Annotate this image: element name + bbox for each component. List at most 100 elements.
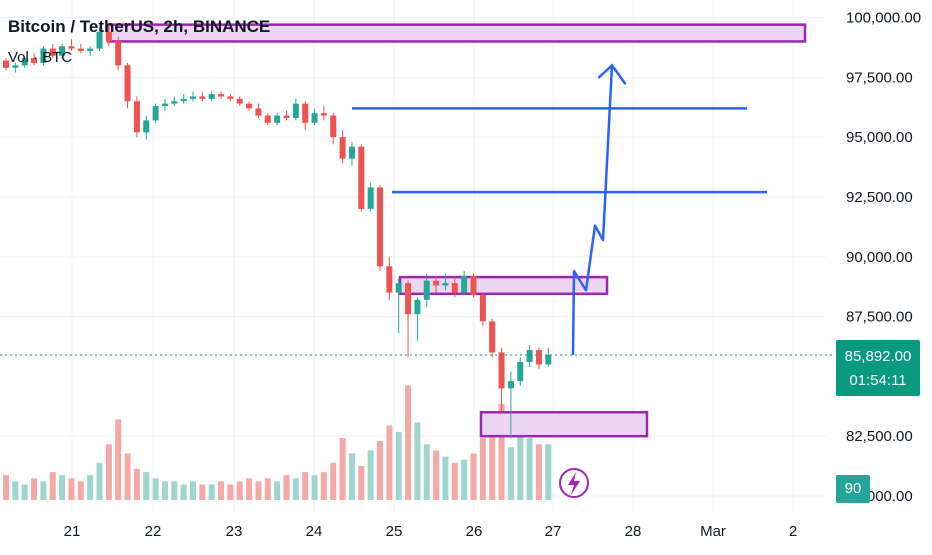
candle-body bbox=[358, 146, 365, 209]
lightning-icon bbox=[568, 472, 580, 495]
volume-bar bbox=[12, 481, 19, 500]
volume-bar bbox=[320, 472, 327, 500]
time-axis-label: Mar bbox=[700, 523, 726, 540]
chart-title: Bitcoin / TetherUS, 2h, BINANCE bbox=[8, 17, 271, 36]
candle-body bbox=[171, 101, 178, 104]
candle-body bbox=[442, 283, 449, 286]
candle-body bbox=[96, 31, 103, 49]
candle-body bbox=[208, 94, 215, 99]
volume-bar bbox=[535, 444, 542, 500]
volume-bar bbox=[414, 422, 421, 500]
candle-body bbox=[31, 58, 38, 63]
candle-body bbox=[517, 362, 524, 382]
volume-bar bbox=[227, 484, 234, 500]
candle-body bbox=[489, 321, 496, 353]
volume-bar bbox=[423, 444, 430, 500]
time-axis-label: 25 bbox=[386, 523, 403, 540]
price-axis-label: 87,500.00 bbox=[846, 309, 913, 326]
volume-value-badge: 90 bbox=[836, 475, 870, 503]
candle-body bbox=[507, 381, 514, 389]
candle-body bbox=[377, 187, 383, 267]
volume-bar bbox=[246, 478, 253, 500]
candle-body bbox=[264, 115, 271, 123]
candle-body bbox=[246, 103, 253, 109]
candle-body bbox=[526, 350, 533, 363]
volume-bar bbox=[264, 478, 271, 500]
candle-body bbox=[77, 48, 84, 51]
volume-bar bbox=[395, 431, 402, 500]
time-axis-label: 23 bbox=[226, 523, 243, 540]
price-axis-label: 92,500.00 bbox=[846, 189, 913, 206]
volume-bar bbox=[367, 450, 374, 500]
candle-body bbox=[283, 115, 290, 118]
volume-bar bbox=[96, 462, 103, 500]
candle-body bbox=[21, 58, 28, 66]
last-price-badge: 85,892.00 01:54:11 bbox=[836, 340, 920, 396]
candle-body bbox=[320, 113, 327, 116]
volume-bar bbox=[358, 465, 365, 500]
volume-bar bbox=[274, 481, 281, 500]
volume-bar bbox=[199, 484, 206, 500]
time-axis-label: 28 bbox=[625, 523, 642, 540]
volume-bar bbox=[311, 475, 318, 500]
volume-bar bbox=[283, 475, 290, 500]
volume-bar bbox=[3, 475, 9, 500]
last-price-value: 85,892.00 bbox=[844, 348, 912, 365]
projection-path[interactable] bbox=[571, 65, 614, 356]
zone-rectangle[interactable] bbox=[479, 411, 649, 438]
candle-body bbox=[40, 48, 47, 63]
time-axis-label: 26 bbox=[466, 523, 483, 540]
volume-bar bbox=[21, 484, 28, 500]
candle-body bbox=[12, 65, 19, 68]
candle-body bbox=[423, 280, 430, 300]
candle-body bbox=[451, 283, 458, 293]
candle-body bbox=[218, 94, 225, 97]
volume-bar bbox=[339, 438, 346, 500]
volume-bar bbox=[517, 419, 524, 500]
price-axis-label: 97,500.00 bbox=[846, 69, 913, 86]
candle-body bbox=[255, 108, 262, 116]
volume-bar bbox=[180, 484, 187, 500]
candle-body bbox=[3, 60, 9, 68]
candle-body bbox=[274, 115, 281, 123]
time-axis-label: 22 bbox=[145, 523, 162, 540]
volume-bar bbox=[292, 478, 299, 500]
volume-bar bbox=[124, 453, 131, 500]
candle-body bbox=[405, 283, 412, 315]
zone-rectangle[interactable] bbox=[398, 275, 609, 296]
candle-body bbox=[330, 115, 337, 138]
candle-body bbox=[302, 103, 309, 123]
volume-bar bbox=[451, 462, 458, 500]
candle-body bbox=[190, 96, 196, 99]
candle-body bbox=[545, 354, 552, 365]
volume-bar bbox=[302, 472, 309, 500]
volume-bar bbox=[442, 456, 449, 500]
bar-countdown: 01:54:11 bbox=[849, 372, 907, 389]
volume-bar bbox=[479, 438, 486, 500]
candle-body bbox=[59, 46, 66, 56]
candle-body bbox=[395, 283, 402, 293]
volume-bar bbox=[545, 444, 552, 500]
candle-body bbox=[143, 120, 150, 133]
candle-body bbox=[535, 350, 542, 365]
volume-bar bbox=[218, 481, 225, 500]
candle-body bbox=[49, 48, 56, 56]
time-axis-label: 24 bbox=[306, 523, 323, 540]
time-axis-label: 27 bbox=[545, 523, 562, 540]
volume-bar bbox=[433, 450, 440, 500]
volume-bar bbox=[105, 444, 112, 500]
volume-bar bbox=[152, 478, 159, 500]
volume-bar bbox=[405, 385, 412, 500]
candle-body bbox=[348, 146, 355, 159]
candle-body bbox=[470, 275, 477, 296]
volume-bar bbox=[208, 484, 215, 500]
volume-bar bbox=[470, 453, 477, 500]
candle-body bbox=[87, 48, 94, 51]
projection-arrowhead bbox=[597, 63, 627, 85]
candle-body bbox=[311, 113, 318, 123]
candle-body bbox=[180, 98, 187, 102]
candle-body bbox=[115, 41, 122, 66]
candle-body bbox=[68, 46, 75, 49]
